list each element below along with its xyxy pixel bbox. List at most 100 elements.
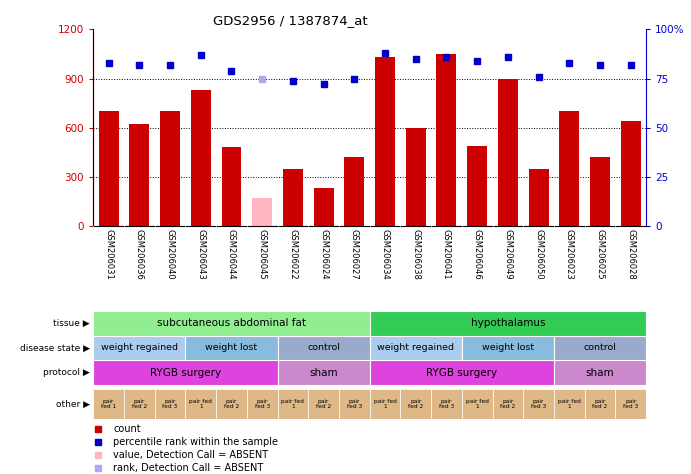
- Bar: [621, 121, 641, 226]
- Text: GSM206031: GSM206031: [104, 228, 113, 279]
- Bar: [283, 169, 303, 226]
- Text: GSM206043: GSM206043: [196, 228, 205, 279]
- Bar: [93, 311, 370, 336]
- Text: GSM206036: GSM206036: [135, 228, 144, 280]
- Text: sham: sham: [586, 367, 614, 378]
- Bar: [216, 389, 247, 419]
- Bar: [185, 389, 216, 419]
- Text: pair
fed 3: pair fed 3: [347, 399, 362, 410]
- Text: GSM206049: GSM206049: [503, 228, 513, 279]
- Bar: [278, 360, 370, 385]
- Text: pair fed
1: pair fed 1: [281, 399, 304, 410]
- Bar: [554, 389, 585, 419]
- Text: GSM206027: GSM206027: [350, 228, 359, 279]
- Text: weight lost: weight lost: [482, 344, 534, 352]
- Text: GSM206041: GSM206041: [442, 228, 451, 279]
- Bar: [252, 198, 272, 226]
- Bar: [99, 111, 119, 226]
- Bar: [160, 111, 180, 226]
- Bar: [559, 111, 579, 226]
- Bar: [493, 389, 523, 419]
- Text: GSM206025: GSM206025: [596, 228, 605, 279]
- Bar: [370, 389, 400, 419]
- Bar: [308, 389, 339, 419]
- Text: pair fed
1: pair fed 1: [558, 399, 580, 410]
- Text: pair
fed 2: pair fed 2: [224, 399, 239, 410]
- Text: control: control: [584, 344, 616, 352]
- Text: value, Detection Call = ABSENT: value, Detection Call = ABSENT: [113, 450, 268, 460]
- Bar: [375, 57, 395, 226]
- Text: GSM206023: GSM206023: [565, 228, 574, 279]
- Bar: [222, 147, 241, 226]
- Text: hypothalamus: hypothalamus: [471, 318, 545, 328]
- Text: GSM206046: GSM206046: [473, 228, 482, 279]
- Bar: [93, 360, 278, 385]
- Text: rank, Detection Call = ABSENT: rank, Detection Call = ABSENT: [113, 463, 263, 473]
- Bar: [406, 128, 426, 226]
- Bar: [129, 125, 149, 226]
- Text: pair
fed 3: pair fed 3: [254, 399, 269, 410]
- Text: pair fed
1: pair fed 1: [189, 399, 212, 410]
- Text: pair
fed 3: pair fed 3: [439, 399, 454, 410]
- Text: other ▶: other ▶: [56, 400, 90, 409]
- Text: tissue ▶: tissue ▶: [53, 319, 90, 328]
- Text: pair fed
1: pair fed 1: [374, 399, 397, 410]
- Text: disease state ▶: disease state ▶: [20, 344, 90, 352]
- Text: pair
fed 1: pair fed 1: [101, 399, 116, 410]
- Text: GSM206038: GSM206038: [411, 228, 420, 280]
- Bar: [370, 336, 462, 360]
- Text: subcutaneous abdominal fat: subcutaneous abdominal fat: [157, 318, 306, 328]
- Bar: [344, 157, 364, 226]
- Text: percentile rank within the sample: percentile rank within the sample: [113, 437, 278, 447]
- Bar: [124, 389, 155, 419]
- Bar: [431, 389, 462, 419]
- Bar: [191, 90, 211, 226]
- Text: pair
fed 3: pair fed 3: [623, 399, 638, 410]
- Bar: [247, 389, 278, 419]
- Bar: [370, 360, 554, 385]
- Text: pair
fed 2: pair fed 2: [132, 399, 147, 410]
- Text: GSM206044: GSM206044: [227, 228, 236, 279]
- Bar: [339, 389, 370, 419]
- Text: GSM206024: GSM206024: [319, 228, 328, 279]
- Bar: [400, 389, 431, 419]
- Text: count: count: [113, 424, 141, 434]
- Text: pair
fed 3: pair fed 3: [162, 399, 178, 410]
- Text: pair
fed 2: pair fed 2: [592, 399, 607, 410]
- Text: GSM206022: GSM206022: [288, 228, 297, 279]
- Text: control: control: [307, 344, 340, 352]
- Bar: [498, 79, 518, 226]
- Text: GSM206028: GSM206028: [626, 228, 635, 279]
- Text: GSM206034: GSM206034: [381, 228, 390, 279]
- Bar: [278, 389, 308, 419]
- Text: pair
fed 2: pair fed 2: [500, 399, 515, 410]
- Text: GSM206050: GSM206050: [534, 228, 543, 279]
- Bar: [314, 188, 334, 226]
- Bar: [462, 336, 554, 360]
- Text: sham: sham: [310, 367, 338, 378]
- Text: RYGB surgery: RYGB surgery: [426, 367, 498, 378]
- Bar: [467, 146, 487, 226]
- Bar: [370, 311, 646, 336]
- Text: pair
fed 3: pair fed 3: [531, 399, 546, 410]
- Bar: [590, 157, 610, 226]
- Text: RYGB surgery: RYGB surgery: [150, 367, 221, 378]
- Text: GDS2956 / 1387874_at: GDS2956 / 1387874_at: [213, 14, 368, 27]
- Bar: [585, 389, 616, 419]
- Text: weight regained: weight regained: [377, 344, 454, 352]
- Bar: [529, 169, 549, 226]
- Bar: [554, 360, 646, 385]
- Text: weight lost: weight lost: [205, 344, 258, 352]
- Text: GSM206040: GSM206040: [166, 228, 175, 279]
- Bar: [278, 336, 370, 360]
- Bar: [93, 336, 185, 360]
- Text: pair fed
1: pair fed 1: [466, 399, 489, 410]
- Text: GSM206045: GSM206045: [258, 228, 267, 279]
- Text: pair
fed 2: pair fed 2: [408, 399, 424, 410]
- Bar: [93, 389, 124, 419]
- Text: pair
fed 2: pair fed 2: [316, 399, 331, 410]
- Bar: [462, 389, 493, 419]
- Bar: [523, 389, 554, 419]
- Text: weight regained: weight regained: [101, 344, 178, 352]
- Bar: [437, 54, 457, 226]
